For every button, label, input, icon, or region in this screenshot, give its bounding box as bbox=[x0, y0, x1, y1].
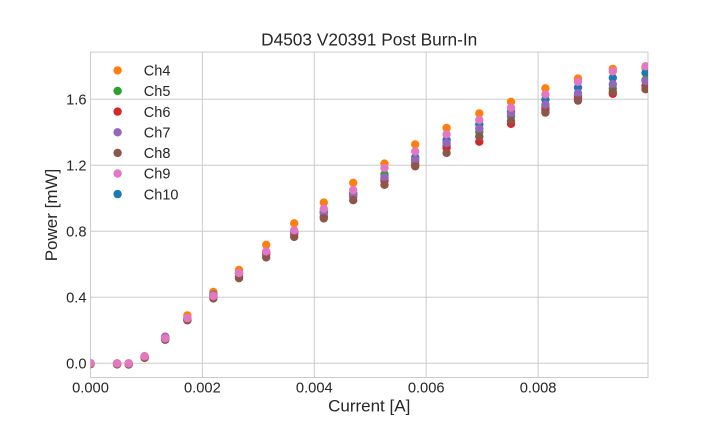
svg-text:Ch8: Ch8 bbox=[144, 146, 171, 162]
svg-text:Ch6: Ch6 bbox=[144, 105, 171, 121]
svg-text:Ch9: Ch9 bbox=[144, 167, 171, 183]
svg-text:0.4: 0.4 bbox=[66, 290, 86, 306]
svg-text:Current [A]: Current [A] bbox=[328, 396, 410, 415]
svg-text:D4503 V20391 Post Burn-In: D4503 V20391 Post Burn-In bbox=[261, 29, 477, 49]
svg-text:0.000: 0.000 bbox=[72, 380, 109, 396]
svg-text:0.8: 0.8 bbox=[66, 224, 86, 240]
svg-text:Ch5: Ch5 bbox=[144, 84, 171, 100]
svg-text:Ch7: Ch7 bbox=[144, 126, 171, 142]
svg-text:Ch4: Ch4 bbox=[144, 64, 171, 80]
svg-text:Power [mW]: Power [mW] bbox=[42, 169, 61, 262]
svg-text:0.004: 0.004 bbox=[296, 380, 333, 396]
svg-text:0.0: 0.0 bbox=[66, 356, 86, 372]
svg-text:0.002: 0.002 bbox=[184, 380, 221, 396]
svg-text:1.6: 1.6 bbox=[66, 92, 86, 108]
svg-text:0.006: 0.006 bbox=[408, 380, 445, 396]
svg-text:1.2: 1.2 bbox=[66, 158, 86, 174]
svg-text:0.008: 0.008 bbox=[520, 380, 557, 396]
svg-text:Ch10: Ch10 bbox=[144, 187, 179, 203]
